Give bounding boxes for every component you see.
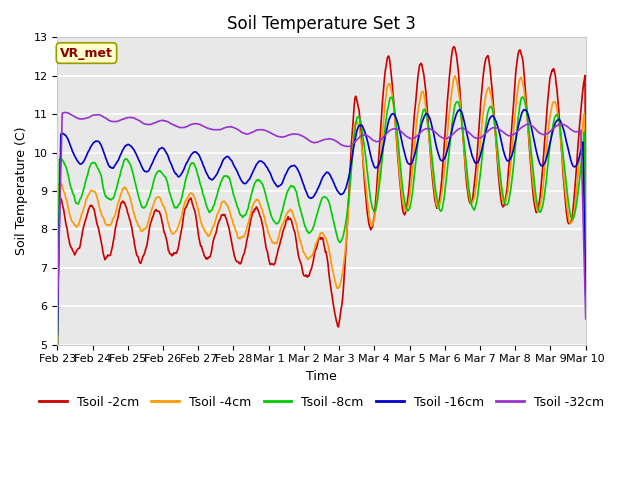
Tsoil -32cm bbox=[54, 308, 61, 314]
Tsoil -4cm bbox=[376, 165, 383, 170]
Tsoil -32cm bbox=[259, 127, 267, 133]
Tsoil -4cm bbox=[406, 195, 413, 201]
Tsoil -2cm bbox=[451, 44, 458, 49]
Line: Tsoil -4cm: Tsoil -4cm bbox=[58, 76, 586, 327]
Tsoil -32cm bbox=[213, 127, 221, 132]
Tsoil -8cm bbox=[116, 175, 124, 180]
Tsoil -2cm bbox=[54, 363, 61, 369]
Tsoil -16cm bbox=[239, 179, 246, 185]
Tsoil -8cm bbox=[54, 346, 61, 351]
Tsoil -4cm bbox=[239, 234, 246, 240]
Tsoil -32cm bbox=[61, 109, 69, 115]
Tsoil -8cm bbox=[376, 179, 383, 185]
Tsoil -16cm bbox=[376, 159, 383, 165]
Tsoil -4cm bbox=[54, 324, 61, 330]
Tsoil -32cm bbox=[582, 316, 589, 322]
Tsoil -8cm bbox=[212, 194, 220, 200]
Tsoil -16cm bbox=[259, 159, 266, 165]
Tsoil -2cm bbox=[259, 223, 266, 228]
Tsoil -32cm bbox=[376, 137, 384, 143]
Tsoil -8cm bbox=[239, 215, 246, 220]
Text: VR_met: VR_met bbox=[60, 47, 113, 60]
Tsoil -8cm bbox=[582, 259, 589, 265]
X-axis label: Time: Time bbox=[306, 370, 337, 383]
Line: Tsoil -2cm: Tsoil -2cm bbox=[58, 47, 586, 366]
Y-axis label: Soil Temperature (C): Soil Temperature (C) bbox=[15, 127, 28, 255]
Tsoil -2cm bbox=[116, 207, 124, 213]
Tsoil -4cm bbox=[259, 209, 266, 215]
Tsoil -4cm bbox=[582, 276, 589, 282]
Tsoil -2cm bbox=[376, 138, 383, 144]
Tsoil -32cm bbox=[239, 130, 247, 136]
Tsoil -16cm bbox=[212, 172, 220, 178]
Tsoil -8cm bbox=[406, 206, 413, 212]
Tsoil -4cm bbox=[451, 73, 459, 79]
Line: Tsoil -32cm: Tsoil -32cm bbox=[58, 112, 586, 319]
Tsoil -32cm bbox=[406, 135, 414, 141]
Tsoil -2cm bbox=[582, 187, 589, 192]
Tsoil -16cm bbox=[116, 155, 124, 160]
Tsoil -4cm bbox=[116, 197, 124, 203]
Line: Tsoil -8cm: Tsoil -8cm bbox=[58, 97, 586, 348]
Tsoil -16cm bbox=[520, 107, 527, 113]
Tsoil -2cm bbox=[406, 181, 413, 187]
Tsoil -4cm bbox=[212, 214, 220, 219]
Tsoil -2cm bbox=[212, 228, 220, 234]
Tsoil -8cm bbox=[518, 94, 526, 100]
Tsoil -8cm bbox=[259, 181, 266, 187]
Line: Tsoil -16cm: Tsoil -16cm bbox=[58, 110, 586, 336]
Legend: Tsoil -2cm, Tsoil -4cm, Tsoil -8cm, Tsoil -16cm, Tsoil -32cm: Tsoil -2cm, Tsoil -4cm, Tsoil -8cm, Tsoi… bbox=[34, 391, 609, 414]
Tsoil -16cm bbox=[54, 333, 61, 338]
Title: Soil Temperature Set 3: Soil Temperature Set 3 bbox=[227, 15, 416, 33]
Tsoil -16cm bbox=[582, 293, 589, 299]
Tsoil -16cm bbox=[406, 161, 413, 167]
Tsoil -2cm bbox=[239, 254, 246, 260]
Tsoil -32cm bbox=[116, 118, 124, 123]
